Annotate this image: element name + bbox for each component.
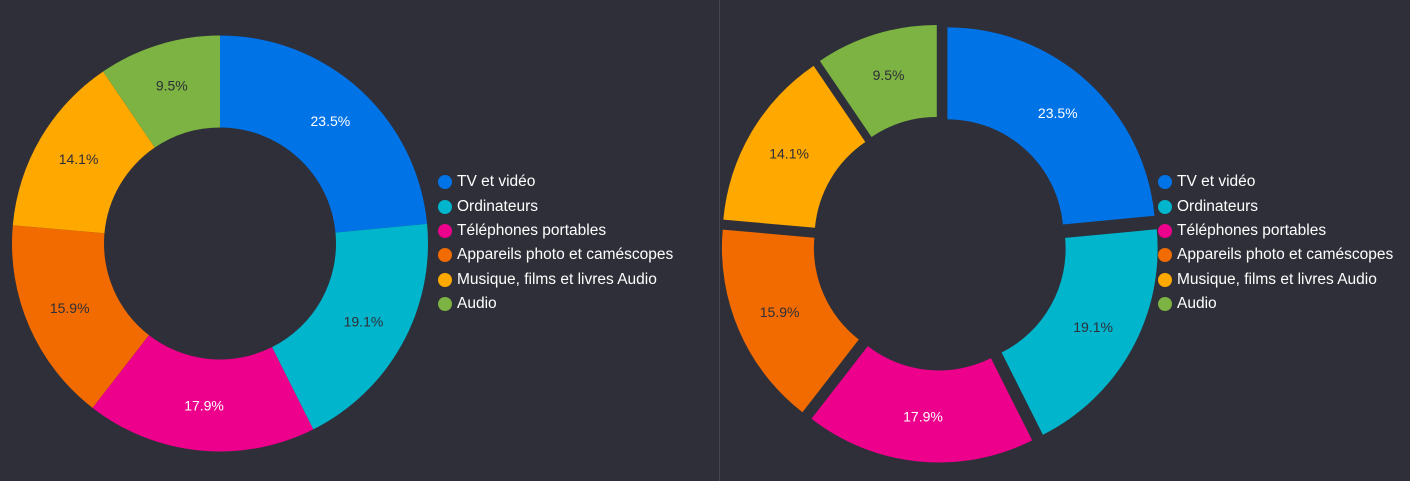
- donut-slice[interactable]: [103, 35, 220, 148]
- legend-item[interactable]: Ordinateurs: [438, 194, 673, 218]
- donut-slice[interactable]: [721, 229, 859, 413]
- legend-item[interactable]: Appareils photo et caméscopes: [1158, 243, 1393, 267]
- donut-slice[interactable]: [947, 27, 1155, 225]
- donut-slice[interactable]: [811, 346, 1033, 463]
- legend-item[interactable]: Audio: [1158, 292, 1393, 316]
- slice-data-label: 23.5%: [1038, 105, 1078, 121]
- legend-swatch: [1158, 248, 1172, 263]
- legend-swatch: [438, 248, 452, 263]
- slice-data-label: 19.1%: [344, 314, 384, 330]
- legend-label: Téléphones portables: [457, 221, 607, 239]
- legend-label: Téléphones portables: [1177, 221, 1327, 239]
- donut-slice[interactable]: [723, 65, 866, 228]
- legend-item[interactable]: TV et vidéo: [438, 170, 673, 194]
- slice-data-label: 9.5%: [873, 67, 905, 83]
- legend-label: TV et vidéo: [457, 173, 536, 191]
- legend-label: Audio: [1177, 295, 1217, 313]
- legend-swatch: [438, 199, 452, 214]
- slice-data-label: 19.1%: [1073, 319, 1113, 335]
- slice-data-label: 17.9%: [903, 408, 943, 424]
- legend-swatch: [438, 223, 452, 238]
- chart-legend: TV et vidéo Ordinateurs Téléphones portabl…: [438, 170, 673, 316]
- slice-data-label: 14.1%: [59, 151, 99, 167]
- legend-item[interactable]: Téléphones portables: [1158, 219, 1393, 243]
- legend-swatch: [1158, 272, 1172, 287]
- donut-slice[interactable]: [12, 71, 155, 234]
- legend-label: Ordinateurs: [457, 197, 538, 215]
- donut-slice[interactable]: [11, 225, 149, 408]
- exploded-donut-chart-panel: 23.5% 19.1% 17.9% 15.9% 14.1% 9.5% TV et vidé…: [720, 0, 1410, 481]
- legend-swatch: [1158, 199, 1172, 214]
- legend-label: Musique, films et livres Audio: [1177, 270, 1377, 288]
- legend-swatch: [1158, 297, 1172, 312]
- legend-swatch: [438, 175, 452, 190]
- donut-chart-panel: 23.5% 19.1% 17.9% 15.9% 14.1% 9.5% TV et vidé…: [11, 35, 673, 452]
- legend-swatch: [1158, 223, 1172, 238]
- donut-slice[interactable]: [819, 24, 937, 138]
- exploded-donut-chart: 23.5% 19.1% 17.9% 15.9% 14.1% 9.5%: [721, 24, 1158, 463]
- legend-label: Appareils photo et caméscopes: [457, 246, 674, 264]
- legend-item[interactable]: Ordinateurs: [1158, 194, 1393, 218]
- panel-divider: [719, 0, 720, 481]
- legend-swatch: [1158, 175, 1172, 190]
- legend-swatch: [438, 297, 452, 312]
- legend-swatch: [438, 272, 452, 287]
- legend-label: Ordinateurs: [1177, 197, 1258, 215]
- slice-data-label: 15.9%: [50, 300, 90, 316]
- legend-item[interactable]: Audio: [438, 292, 673, 316]
- legend-item[interactable]: Appareils photo et caméscopes: [438, 243, 673, 267]
- donut-slice[interactable]: [92, 335, 314, 452]
- donut-slice[interactable]: [272, 223, 428, 430]
- donut-slice[interactable]: [1001, 229, 1158, 435]
- donut-slice[interactable]: [220, 35, 428, 233]
- donut-chart: 23.5% 19.1% 17.9% 15.9% 14.1% 9.5%: [11, 35, 428, 452]
- slice-data-label: 17.9%: [184, 397, 224, 413]
- slice-data-label: 23.5%: [311, 113, 351, 129]
- legend-item[interactable]: Musique, films et livres Audio: [438, 268, 673, 292]
- chart-legend: TV et vidéo Ordinateurs Téléphones portabl…: [1158, 170, 1393, 316]
- legend-label: Audio: [457, 295, 497, 313]
- legend-item[interactable]: Musique, films et livres Audio: [1158, 268, 1393, 292]
- slice-data-label: 15.9%: [760, 304, 800, 320]
- legend-label: Appareils photo et caméscopes: [1177, 246, 1394, 264]
- legend-label: TV et vidéo: [1177, 173, 1256, 191]
- legend-item[interactable]: Téléphones portables: [438, 219, 673, 243]
- slice-data-label: 14.1%: [769, 146, 809, 162]
- legend-label: Musique, films et livres Audio: [457, 270, 657, 288]
- slice-data-label: 9.5%: [156, 77, 188, 93]
- legend-item[interactable]: TV et vidéo: [1158, 170, 1393, 194]
